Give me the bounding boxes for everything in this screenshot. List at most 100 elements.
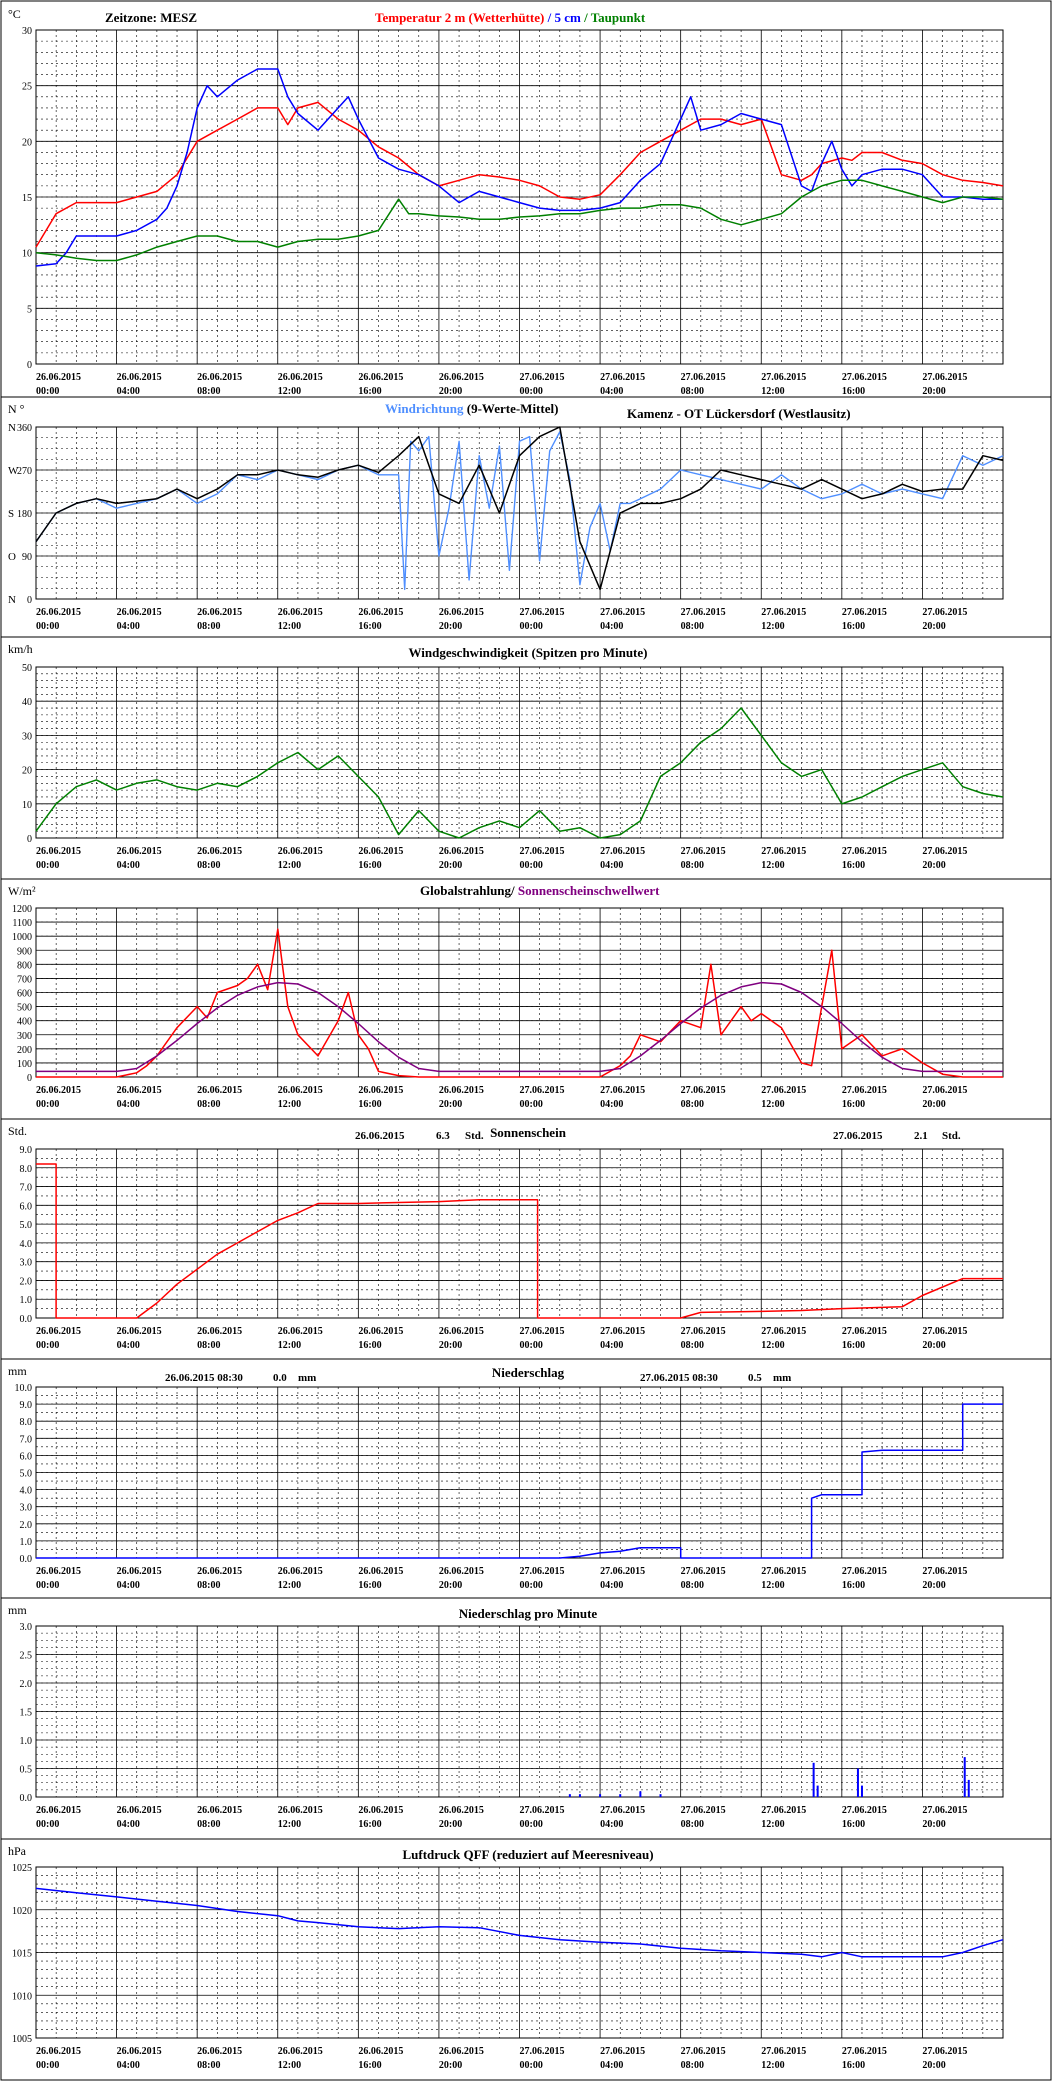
y-tick-label: 600: [17, 989, 32, 1000]
annotation-value: 0.0: [273, 1372, 287, 1384]
x-tick-time: 04:00: [600, 1340, 623, 1351]
x-tick-date: 26.06.2015: [358, 1085, 403, 1096]
x-tick-date: 27.06.2015: [681, 1805, 726, 1816]
y-tick-label: 0.5: [20, 1765, 33, 1776]
x-tick-date: 26.06.2015: [358, 607, 403, 618]
x-tick-date: 27.06.2015: [520, 1085, 565, 1096]
y-tick-label: 2.0: [20, 1679, 33, 1690]
y-unit-label: mm: [8, 1603, 27, 1617]
y-tick-label: 300: [17, 1031, 32, 1042]
x-tick-date: 27.06.2015: [922, 1085, 967, 1096]
x-tick-time: 16:00: [358, 1099, 381, 1110]
x-tick-date: 27.06.2015: [842, 607, 887, 618]
x-tick-date: 26.06.2015: [278, 607, 323, 618]
series-line-precipitation-0: [36, 1403, 1003, 1559]
y-unit-label: °C: [8, 7, 21, 21]
x-tick-date: 27.06.2015: [520, 846, 565, 857]
y-tick-label: 3.0: [20, 1622, 33, 1633]
y-tick-label: 7.0: [20, 1183, 33, 1194]
x-tick-date: 26.06.2015: [278, 1805, 323, 1816]
x-tick-date: 27.06.2015: [600, 607, 645, 618]
plot-frame: [35, 1625, 1004, 1798]
x-tick-date: 26.06.2015: [117, 372, 162, 383]
x-tick-date: 27.06.2015: [681, 1566, 726, 1577]
y-unit-label: hPa: [8, 1844, 27, 1858]
x-tick-date: 27.06.2015: [600, 1566, 645, 1577]
x-tick-date: 26.06.2015: [278, 2046, 323, 2057]
x-tick-date: 26.06.2015: [197, 2046, 242, 2057]
y-tick-label: 1.0: [20, 1537, 33, 1548]
x-tick-time: 00:00: [520, 860, 543, 871]
y-tick-label: 1005: [12, 2034, 32, 2045]
x-tick-date: 26.06.2015: [439, 1566, 484, 1577]
y-tick-label: 1100: [12, 918, 32, 929]
x-tick-date: 27.06.2015: [922, 846, 967, 857]
x-tick-time: 08:00: [197, 2060, 220, 2071]
x-tick-date: 27.06.2015: [842, 846, 887, 857]
x-tick-time: 00:00: [36, 1819, 59, 1830]
x-tick-date: 27.06.2015: [520, 607, 565, 618]
x-tick-date: 26.06.2015: [117, 2046, 162, 2057]
series-line-wind_direction-0: [35, 431, 1004, 591]
x-tick-time: 08:00: [681, 1340, 704, 1351]
x-tick-time: 16:00: [358, 1819, 381, 1830]
x-tick-time: 00:00: [36, 1580, 59, 1591]
y-tick-label: 90: [22, 552, 32, 563]
x-tick-date: 27.06.2015: [922, 2046, 967, 2057]
x-tick-time: 20:00: [439, 1819, 462, 1830]
x-tick-date: 26.06.2015: [197, 1566, 242, 1577]
y-tick-label: 15: [22, 193, 32, 204]
y-tick-label: 8.0: [20, 1417, 33, 1428]
y-tick-label: 180: [17, 509, 32, 520]
y-tick-label: 20: [22, 137, 32, 148]
x-tick-time: 20:00: [439, 1340, 462, 1351]
x-tick-date: 26.06.2015: [278, 846, 323, 857]
x-tick-time: 16:00: [358, 386, 381, 397]
x-tick-time: 16:00: [842, 1340, 865, 1351]
x-tick-date: 26.06.2015: [197, 1085, 242, 1096]
y-tick-label: 2.5: [20, 1651, 33, 1662]
series-line-temperature-2: [35, 179, 1004, 262]
x-tick-time: 04:00: [600, 2060, 623, 2071]
series-line-radiation-0: [36, 928, 1003, 1078]
chart-title-part: /: [581, 10, 591, 25]
x-tick-time: 20:00: [922, 386, 945, 397]
bar-precip_per_minute: [963, 1757, 966, 1797]
y-tick-label: 5.0: [20, 1469, 33, 1480]
x-tick-date: 27.06.2015: [520, 1326, 565, 1337]
x-tick-date: 26.06.2015: [358, 1805, 403, 1816]
x-tick-date: 27.06.2015: [600, 1085, 645, 1096]
x-tick-date: 26.06.2015: [117, 846, 162, 857]
y-tick-label: 0: [27, 834, 32, 845]
x-tick-time: 16:00: [842, 386, 865, 397]
x-tick-time: 04:00: [117, 1819, 140, 1830]
x-tick-time: 08:00: [681, 1580, 704, 1591]
y-tick-label: 400: [17, 1017, 32, 1028]
x-tick-date: 26.06.2015: [439, 1085, 484, 1096]
x-tick-time: 16:00: [358, 1340, 381, 1351]
x-tick-time: 08:00: [197, 386, 220, 397]
x-tick-date: 27.06.2015: [600, 372, 645, 383]
x-tick-date: 26.06.2015: [36, 372, 81, 383]
x-tick-time: 20:00: [922, 860, 945, 871]
y-tick-label: 1000: [12, 932, 32, 943]
chart-wind_speed: km/h 0 10 20 30 40 50 Windgeschwindigkeit (Spit…: [1, 636, 1051, 871]
x-tick-time: 16:00: [842, 1819, 865, 1830]
y-unit-label: Std.: [8, 1124, 27, 1138]
bar-precip_per_minute: [619, 1794, 622, 1797]
bar-precip_per_minute: [578, 1794, 581, 1797]
y-tick-label: 1010: [12, 1991, 32, 2002]
x-tick-time: 00:00: [36, 2060, 59, 2071]
x-tick-time: 00:00: [520, 386, 543, 397]
x-tick-date: 26.06.2015: [278, 1326, 323, 1337]
y-tick-label: 360: [17, 423, 32, 434]
x-tick-time: 12:00: [278, 1099, 301, 1110]
chart-title-part: Windrichtung: [385, 401, 464, 416]
x-tick-date: 26.06.2015: [36, 1566, 81, 1577]
x-tick-time: 04:00: [600, 860, 623, 871]
y-compass-label: N: [8, 594, 16, 606]
x-tick-date: 27.06.2015: [520, 1805, 565, 1816]
x-tick-time: 04:00: [117, 1340, 140, 1351]
x-tick-time: 04:00: [600, 386, 623, 397]
